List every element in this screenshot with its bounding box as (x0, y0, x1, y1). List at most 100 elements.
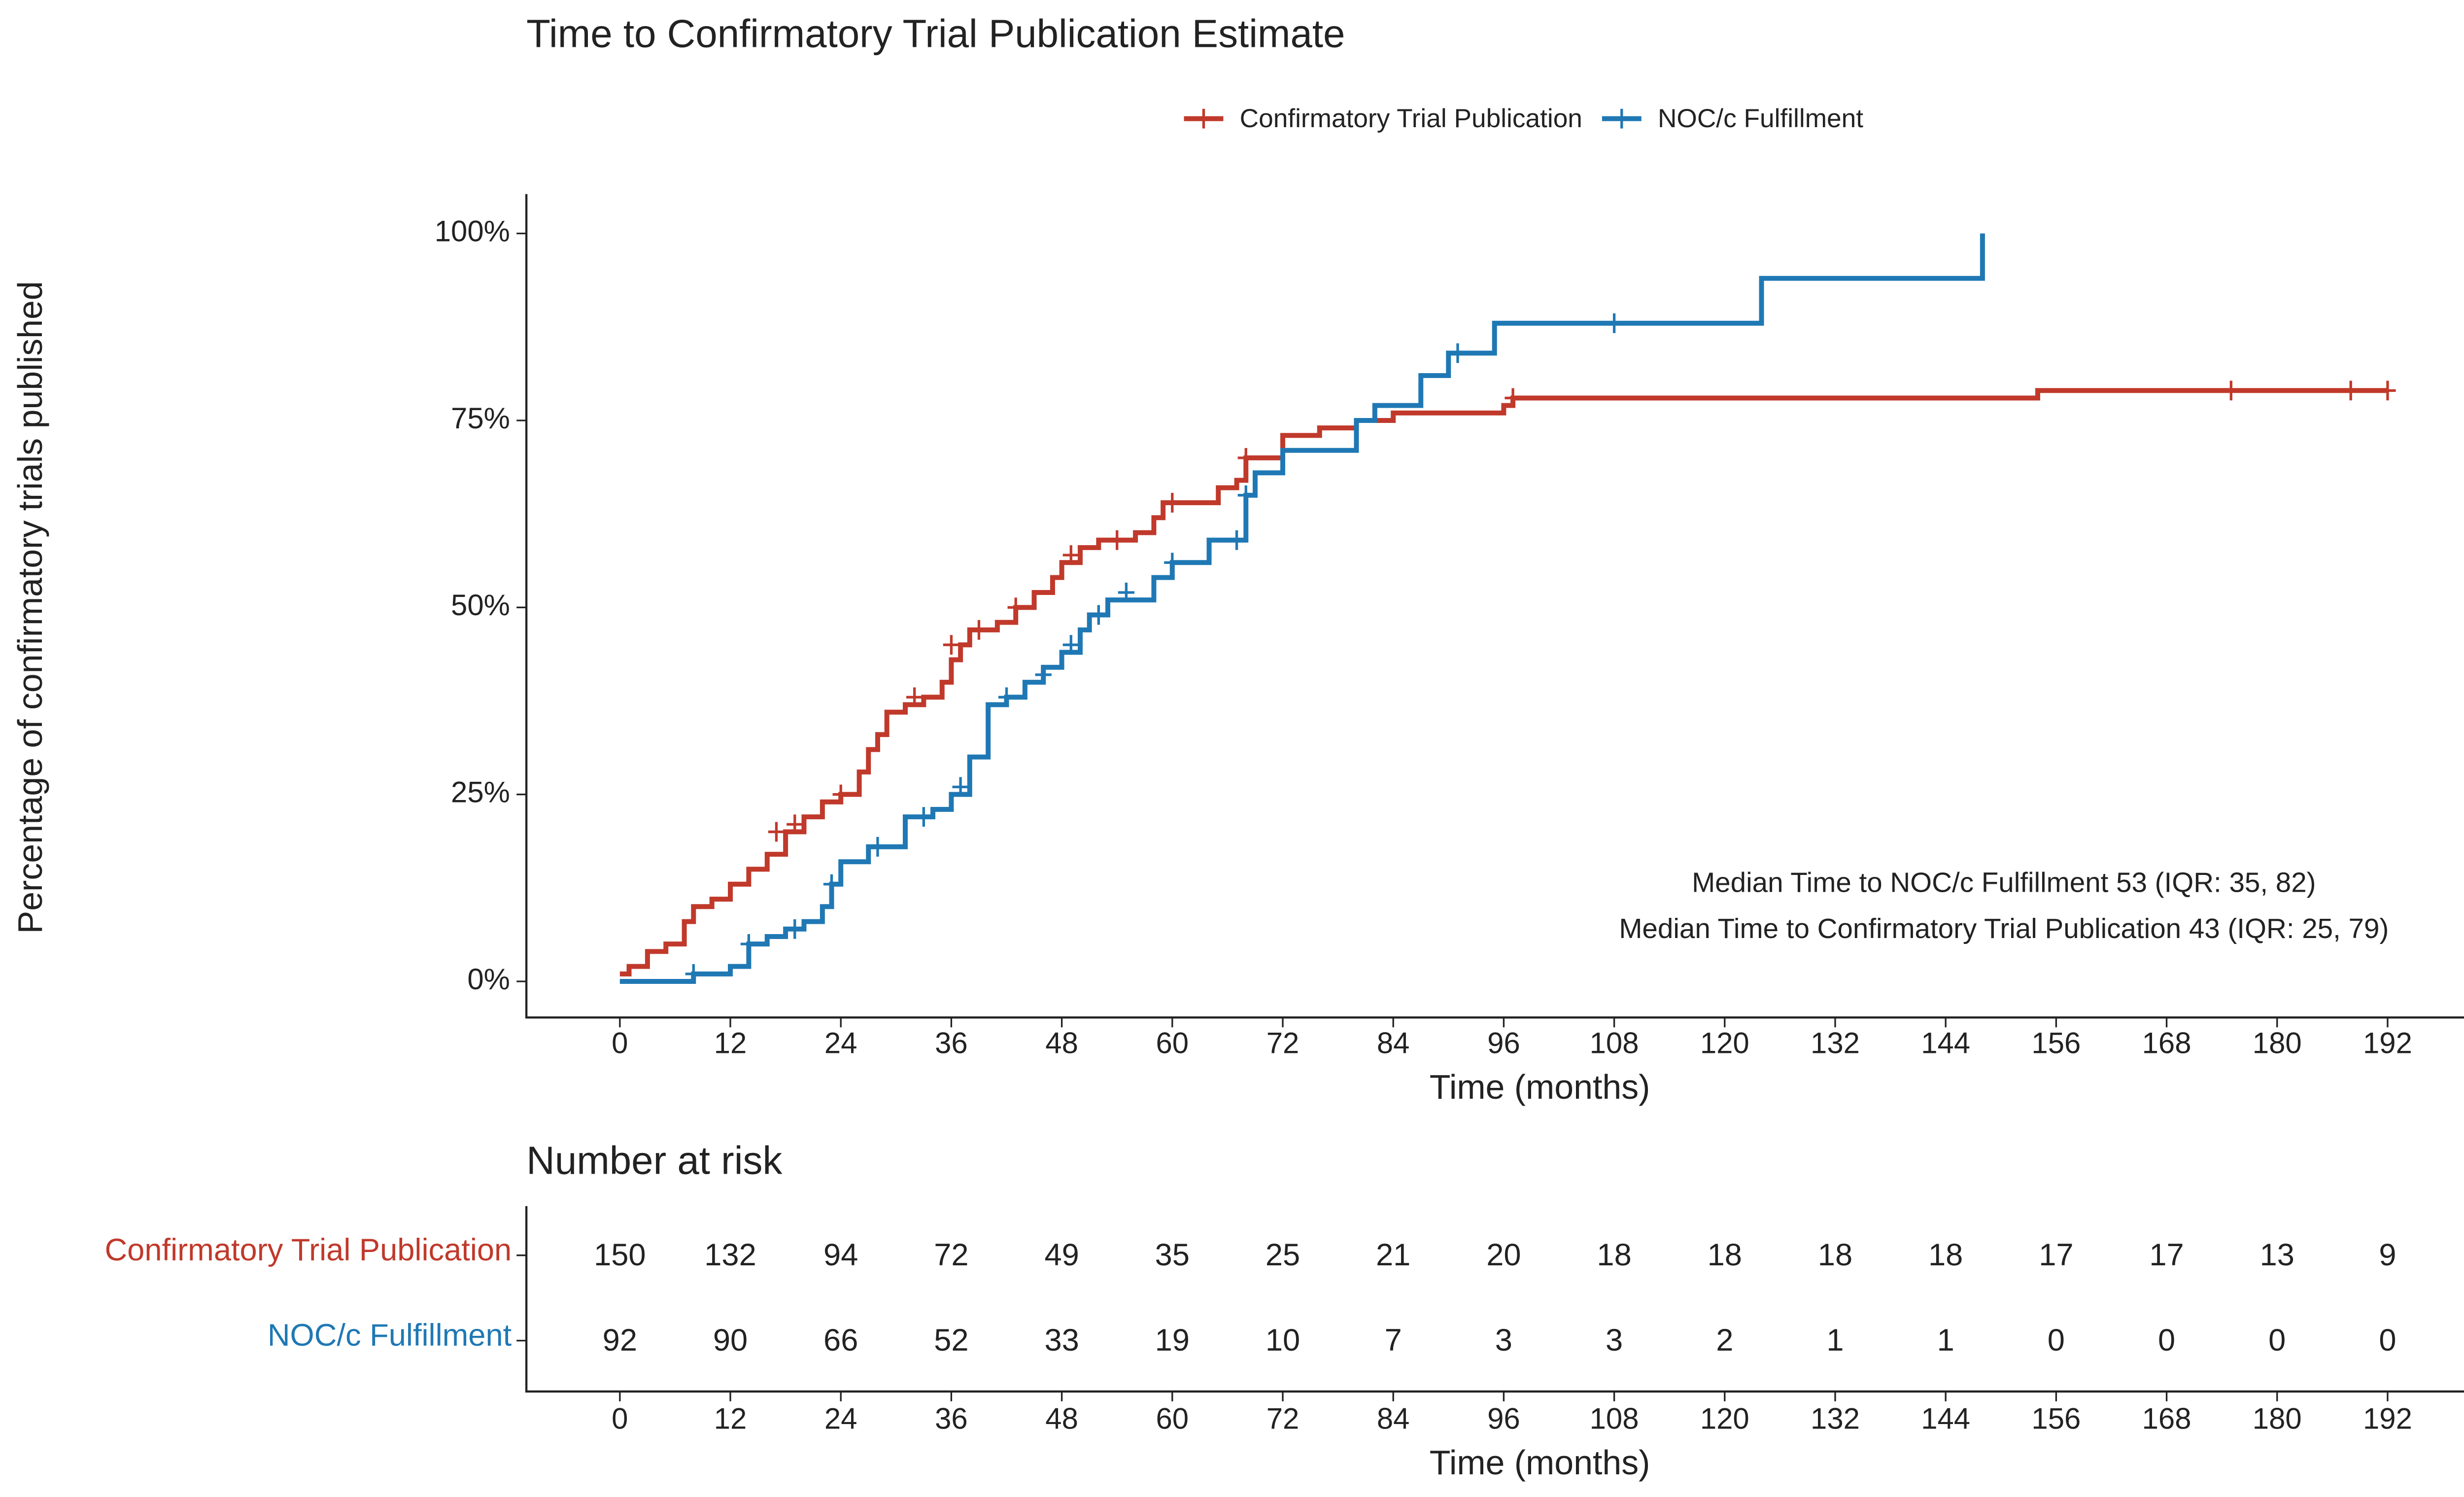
axis-line (525, 194, 2464, 1019)
x-tick-label: 96 (1487, 1402, 1520, 1435)
censor-mark (1505, 388, 1521, 408)
y-tick-label: 75% (451, 402, 510, 435)
risk-count: 72 (934, 1238, 968, 1272)
x-tick-label: 156 (2031, 1402, 2081, 1435)
x-axis-label: Time (months) (1430, 1443, 1650, 1482)
censor-mark (1109, 530, 1126, 550)
x-tick-label: 192 (2363, 1402, 2412, 1435)
risk-count: 20 (1486, 1238, 1521, 1272)
censor-mark (869, 836, 886, 857)
x-tick-label: 144 (1921, 1027, 1970, 1060)
x-tick-label: 132 (1811, 1027, 1860, 1060)
x-tick-label: 96 (1487, 1027, 1520, 1060)
x-tick-label: 12 (714, 1402, 747, 1435)
censor-mark (915, 807, 932, 827)
y-axis-label: Percentage of confirmatory trials publis… (11, 281, 49, 934)
censor-mark (1062, 545, 1079, 565)
risk-count: 150 (594, 1238, 646, 1272)
x-tick-label: 24 (824, 1027, 857, 1060)
censor-mark (906, 687, 923, 707)
legend-label: Confirmatory Trial Publication (1240, 104, 1582, 133)
risk-count: 3 (1495, 1323, 1512, 1358)
x-tick-label: 0 (612, 1027, 628, 1060)
risk-count: 2 (1716, 1323, 1733, 1358)
chart-title: Time to Confirmatory Trial Publication E… (526, 11, 1345, 55)
censor-mark (1237, 485, 1254, 505)
x-tick-label: 180 (2253, 1402, 2302, 1435)
censor-mark (1228, 530, 1245, 550)
x-tick-label: 36 (935, 1027, 968, 1060)
censor-mark (1118, 583, 1135, 602)
censor-mark (768, 822, 785, 842)
x-tick-label: 156 (2031, 1027, 2081, 1060)
risk-count: 33 (1044, 1323, 1079, 1358)
risk-table-title: Number at risk (526, 1138, 783, 1182)
x-tick-label: 60 (1156, 1027, 1189, 1060)
risk-count: 9 (2379, 1238, 2396, 1272)
risk-count: 18 (1818, 1238, 1852, 1272)
censor-mark (2223, 381, 2239, 401)
x-tick-label: 144 (1921, 1402, 1970, 1435)
risk-count: 3 (1606, 1323, 1623, 1358)
censor-mark (2342, 381, 2359, 401)
censor-mark (1035, 664, 1052, 685)
annotation: Median Time to NOC/c Fulfillment 53 (IQR… (1692, 867, 2316, 898)
risk-count: 18 (1597, 1238, 1631, 1272)
x-tick-label: 120 (1700, 1027, 1749, 1060)
risk-count: 7 (1385, 1323, 1402, 1358)
censor-mark (1164, 553, 1181, 573)
legend-label: NOC/c Fulfillment (1658, 104, 1863, 133)
risk-count: 132 (704, 1238, 756, 1272)
censor-mark (1164, 492, 1181, 513)
x-tick-label: 132 (1811, 1402, 1860, 1435)
risk-count: 19 (1155, 1323, 1190, 1358)
risk-count: 94 (823, 1238, 858, 1272)
censor-mark (1090, 605, 1107, 625)
risk-count: 18 (1928, 1238, 1963, 1272)
x-axis-label: Time (months) (1430, 1068, 1650, 1106)
x-tick-label: 24 (824, 1402, 857, 1435)
censor-mark (998, 687, 1015, 707)
x-tick-label: 60 (1156, 1402, 1189, 1435)
risk-count: 0 (2158, 1323, 2175, 1358)
x-tick-label: 180 (2253, 1027, 2302, 1060)
y-tick-label: 100% (435, 214, 510, 247)
risk-count: 0 (2268, 1323, 2286, 1358)
y-tick-label: 50% (451, 589, 510, 622)
censor-mark (787, 814, 803, 835)
risk-count: 90 (713, 1323, 748, 1358)
risk-count: 0 (2379, 1323, 2396, 1358)
censor-mark (970, 620, 988, 640)
risk-count: 18 (1708, 1238, 1742, 1272)
risk-row-label: NOC/c Fulfillment (268, 1318, 512, 1353)
risk-count: 35 (1155, 1238, 1190, 1272)
censor-mark (740, 934, 757, 954)
censor-mark (1062, 635, 1079, 655)
censor-mark (943, 635, 960, 655)
survival-line (619, 388, 2388, 976)
risk-row-label: Confirmatory Trial Publication (105, 1233, 512, 1267)
risk-count: 17 (2039, 1238, 2073, 1272)
risk-count: 25 (1266, 1238, 1300, 1272)
censor-mark (787, 919, 803, 939)
x-tick-label: 48 (1045, 1402, 1078, 1435)
censor-mark (2379, 381, 2396, 401)
censor-mark (1237, 448, 1254, 468)
censor-mark (1007, 597, 1024, 618)
risk-count: 52 (934, 1323, 968, 1358)
risk-count: 1 (1937, 1323, 1954, 1358)
censor-mark (823, 874, 840, 894)
x-tick-label: 168 (2142, 1402, 2191, 1435)
risk-count: 10 (1266, 1323, 1300, 1358)
y-tick-label: 0% (467, 963, 510, 996)
risk-count: 49 (1044, 1238, 1079, 1272)
x-tick-label: 72 (1266, 1402, 1300, 1435)
x-tick-label: 0 (612, 1402, 628, 1435)
censor-mark (952, 777, 969, 797)
x-tick-label: 84 (1377, 1402, 1410, 1435)
risk-count: 21 (1376, 1238, 1410, 1272)
x-tick-label: 84 (1377, 1027, 1410, 1060)
risk-count: 66 (823, 1323, 858, 1358)
